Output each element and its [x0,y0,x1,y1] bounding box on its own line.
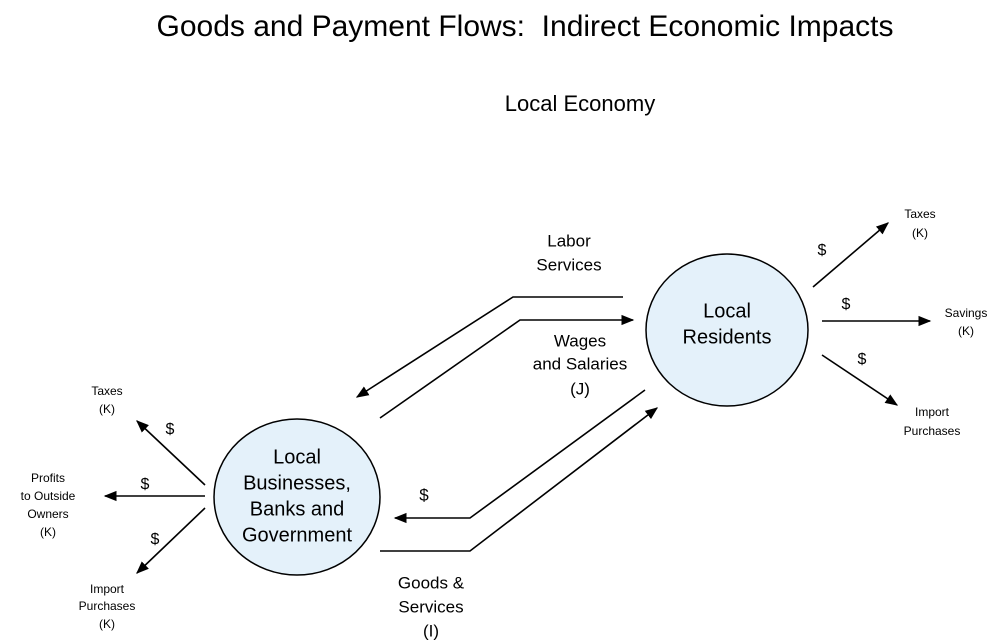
businesses-node [213,418,381,576]
dollar: $ [818,242,827,259]
arrow [136,420,206,486]
flow-label: Goods & [398,573,465,592]
node-label: Government [242,524,352,546]
title: Goods and Payment Flows: Indirect Econom… [157,10,894,43]
leak-label: Savings [945,306,988,320]
subtitle: Local Economy [505,91,655,116]
flow-label: Wages [554,331,606,350]
dollar: $ [858,351,867,368]
flow-label: Services [398,597,463,616]
flow-label: Services [536,255,601,274]
node-label: Local [273,446,321,468]
node-label: Businesses, [243,472,351,494]
leak-label: to Outside [21,489,76,503]
leak-label: (K) [99,617,115,631]
arrow [380,407,659,552]
arrow [136,507,206,574]
arrow [821,354,899,406]
node-label: Banks and [250,498,345,520]
leak-label: Owners [27,507,68,521]
node-label: Local [703,300,751,322]
arrow [812,222,889,288]
leak-label: Taxes [904,207,935,221]
leak-label: Purchases [904,424,961,438]
residents-node [645,253,809,407]
node-label: Residents [683,326,772,348]
leak-label: (K) [958,324,974,338]
dollar: $ [842,296,851,313]
flow-label: Labor [547,231,591,250]
leak-label: Profits [31,471,65,485]
leak-label: Taxes [91,384,122,398]
dollar: $ [141,476,150,493]
flow-label: and Salaries [533,354,628,373]
dollar: $ [166,421,175,438]
flow-label: (I) [423,621,439,640]
leak-label: Import [90,582,125,596]
arrow [379,314,635,419]
flow-label: $ [419,485,429,504]
dollar: $ [151,531,160,548]
leak-label: Purchases [79,599,136,613]
arrow [355,296,623,398]
leak-label: (K) [912,226,928,240]
leak-label: (K) [40,525,56,539]
leak-label: Import [915,405,950,419]
flow-label: (J) [570,379,590,398]
leak-label: (K) [99,402,115,416]
arrow [393,389,646,524]
